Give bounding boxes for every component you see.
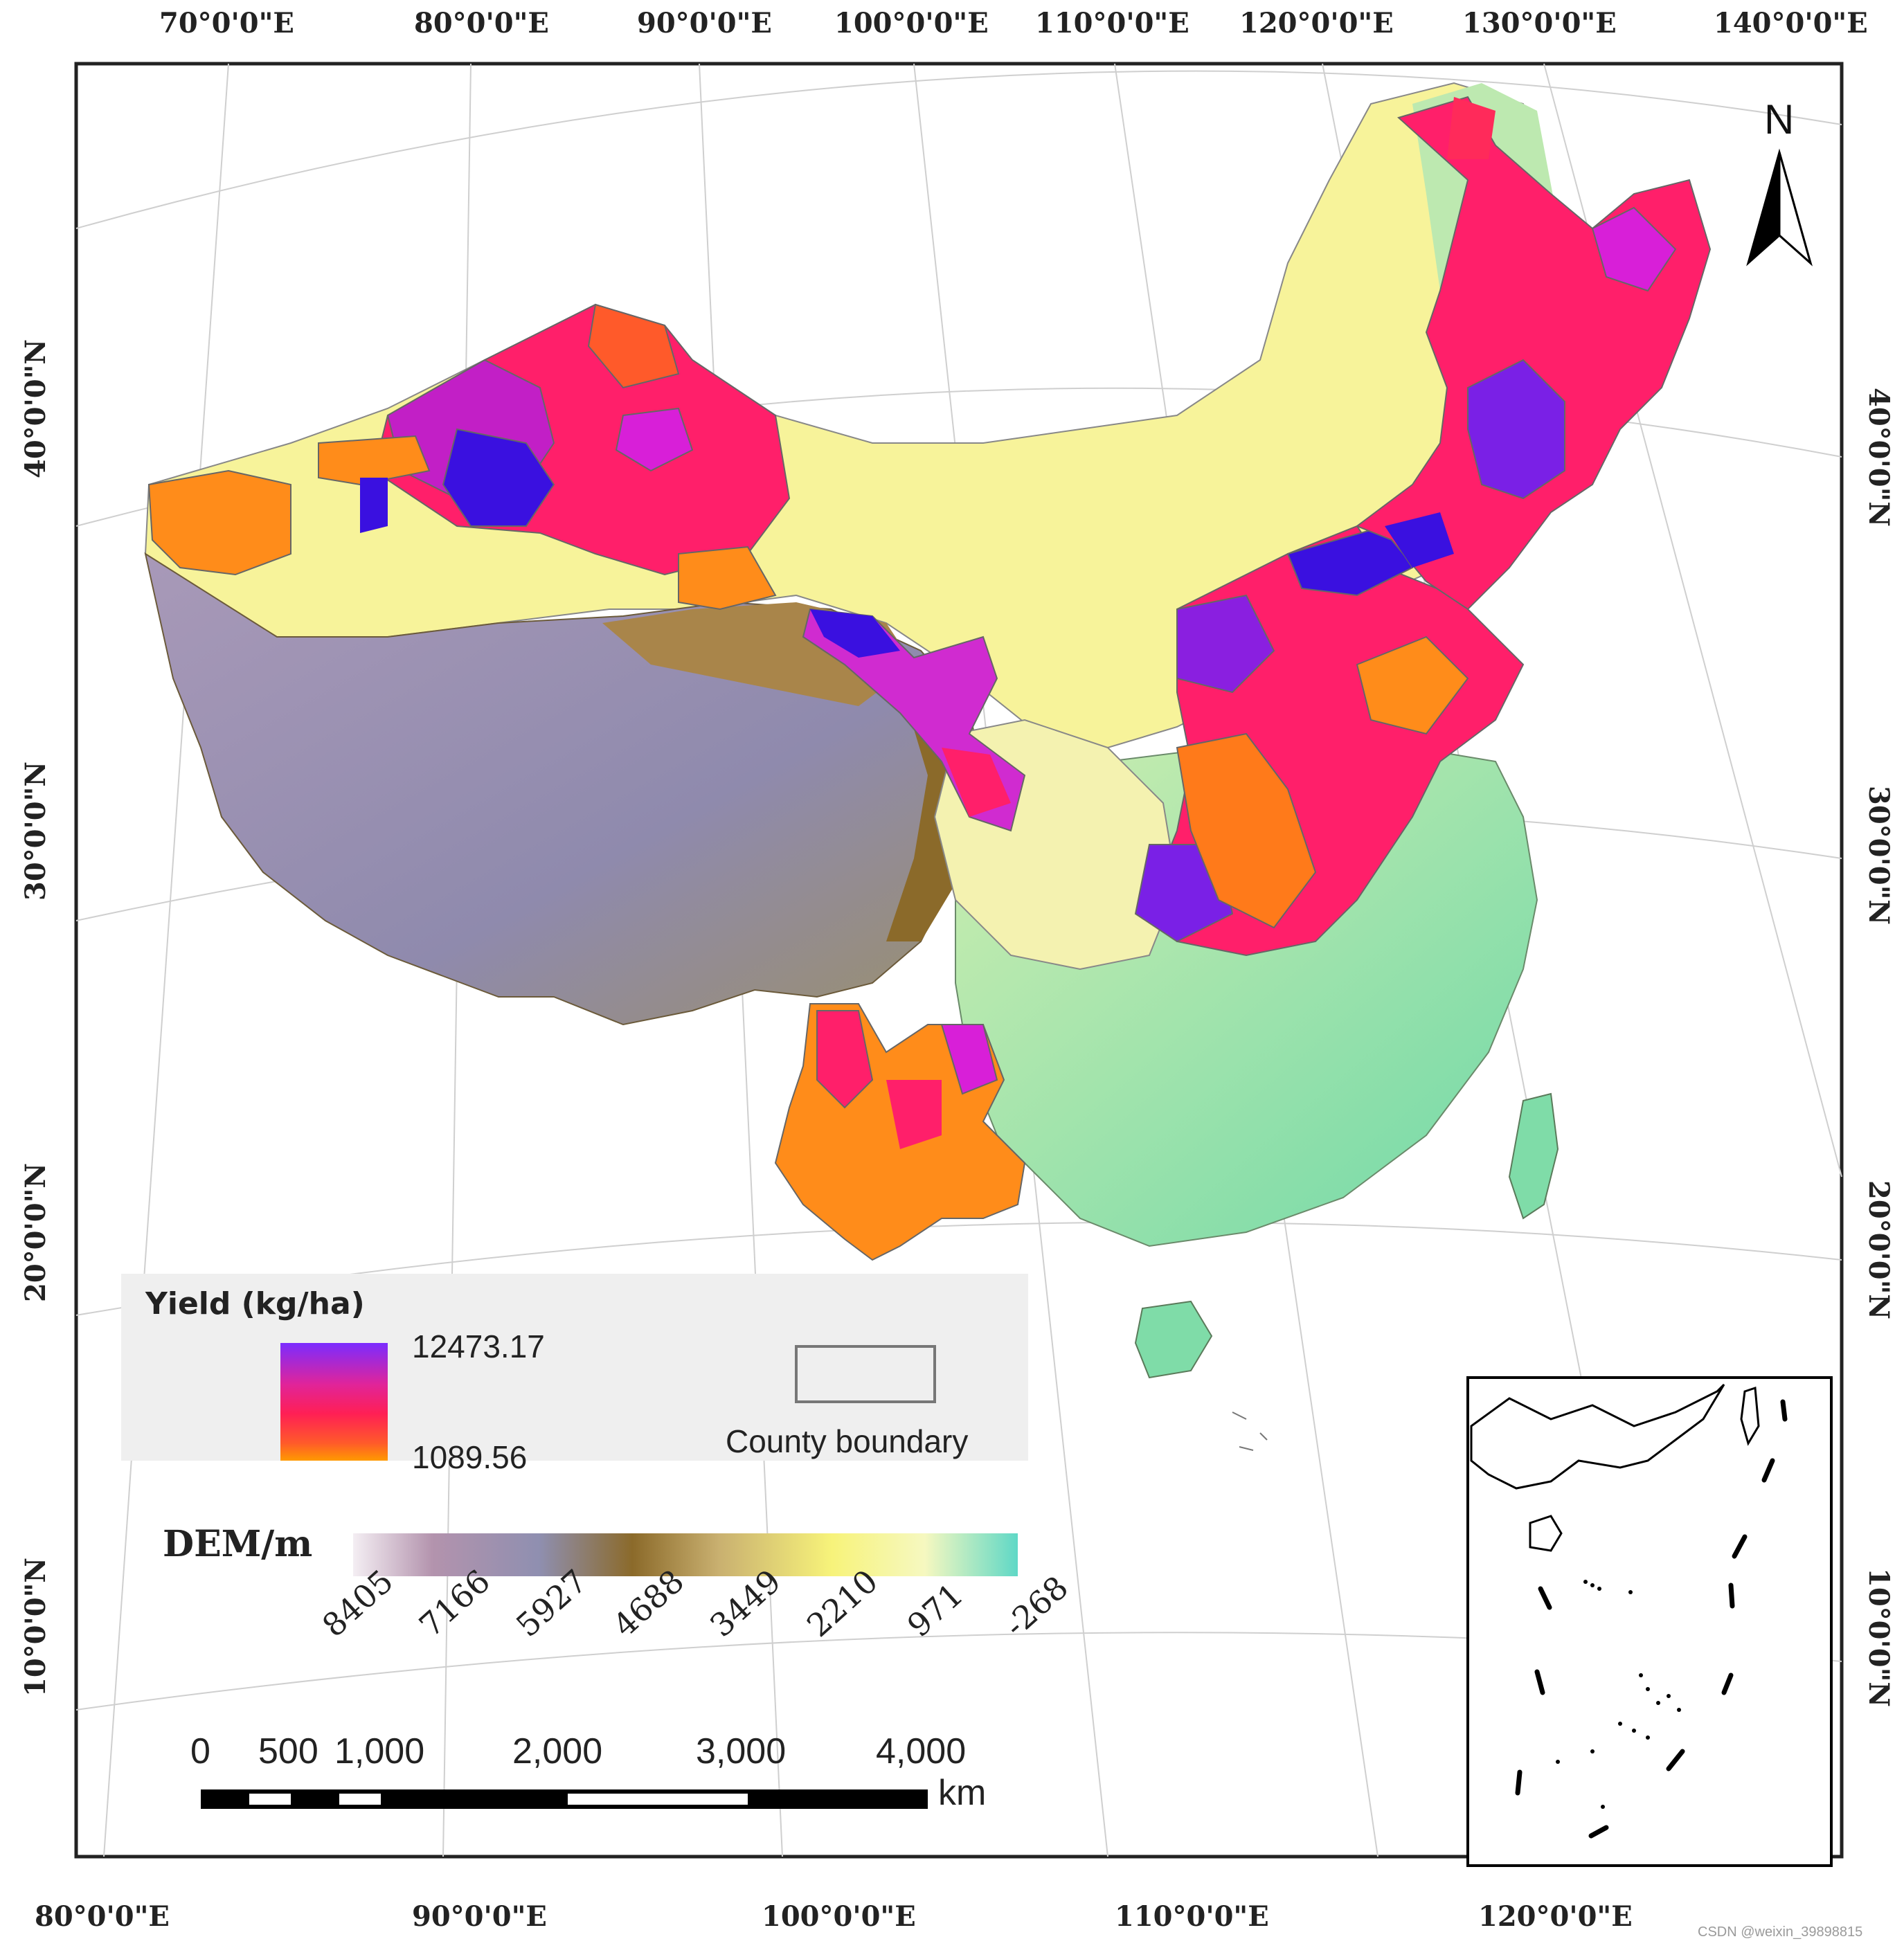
legend-panel — [121, 1274, 1028, 1461]
county-boundary-label: County boundary — [726, 1423, 969, 1459]
yield-min-label: 1089.56 — [412, 1439, 528, 1475]
right-lat-label: 30°0'0"N — [1862, 786, 1895, 925]
right-lat-label: 20°0'0"N — [1862, 1180, 1895, 1319]
yield-hexi-corridor — [802, 608, 1026, 832]
left-lat-label: 30°0'0"N — [19, 761, 52, 901]
top-lon-label: 70°0'0"E — [159, 7, 294, 39]
top-lon-label: 90°0'0"E — [637, 7, 772, 39]
yield-xinjiang — [147, 303, 791, 611]
right-lat-label: 10°0'0"N — [1862, 1568, 1895, 1707]
region-taiwan — [1508, 1092, 1559, 1220]
scale-tick-label: 0 — [190, 1731, 210, 1771]
region-hainan — [1134, 1300, 1213, 1379]
yield-northeast — [1355, 96, 1712, 611]
north-label: N — [1764, 96, 1795, 143]
left-lat-label: 10°0'0"N — [19, 1558, 52, 1697]
scale-tick-label: 500 — [258, 1731, 318, 1771]
north-arrow-icon — [1746, 148, 1813, 267]
bottom-lon-label: 110°0'0"E — [1115, 1900, 1269, 1933]
county-boundary-swatch — [795, 1345, 936, 1403]
scale-bar — [201, 1789, 928, 1809]
top-lon-label: 110°0'0"E — [1035, 7, 1189, 39]
scale-unit-label: km — [938, 1773, 987, 1813]
yield-legend-title: Yield (kg/ha) — [145, 1286, 365, 1322]
top-lon-label: 100°0'0"E — [834, 7, 989, 39]
dem-legend-title: DEM/m — [163, 1523, 313, 1565]
left-lat-label: 40°0'0"N — [19, 339, 52, 478]
islands — [1232, 1412, 1268, 1451]
top-lon-label: 80°0'0"E — [414, 7, 549, 39]
top-lon-label: 120°0'0"E — [1239, 7, 1394, 39]
yield-max-label: 12473.17 — [412, 1328, 545, 1364]
bottom-lon-label: 100°0'0"E — [762, 1900, 916, 1933]
bottom-lon-label: 120°0'0"E — [1478, 1900, 1633, 1933]
watermark: CSDN @weixin_39898815 — [1698, 1924, 1863, 1940]
scale-tick-label: 1,000 — [334, 1731, 425, 1771]
left-lat-label: 20°0'0"N — [19, 1163, 52, 1302]
top-lon-label: 140°0'0"E — [1714, 7, 1868, 39]
scale-tick-label: 3,000 — [696, 1731, 787, 1771]
dem-color-ramp — [353, 1533, 1018, 1576]
yield-yunnan — [774, 1003, 1026, 1261]
yield-color-ramp — [280, 1343, 388, 1461]
top-lon-label: 130°0'0"E — [1462, 7, 1617, 39]
scale-tick-label: 2,000 — [512, 1731, 603, 1771]
scale-tick-label: 4,000 — [876, 1731, 967, 1771]
bottom-lon-label: 90°0'0"E — [412, 1900, 547, 1933]
inset-map — [1466, 1376, 1833, 1867]
right-lat-label: 40°0'0"N — [1862, 388, 1895, 527]
bottom-lon-label: 80°0'0"E — [35, 1900, 170, 1933]
yield-north-china-plain — [1134, 525, 1525, 957]
